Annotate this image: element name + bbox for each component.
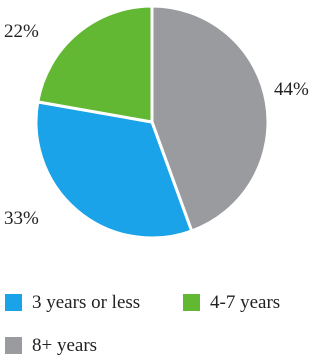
legend-item-8-plus-years: 8+ years <box>5 336 97 355</box>
legend-item-4-7-years: 4-7 years <box>183 293 280 312</box>
pie-slice-4-7-years <box>36 4 154 124</box>
legend-swatch-4-7-years <box>183 294 200 311</box>
legend-item-3-years-or-less: 3 years or less <box>5 293 140 312</box>
legend-swatch-8-plus-years <box>5 337 22 354</box>
legend-label-8-plus-years: 8+ years <box>32 335 98 356</box>
pie-slice-3-years-or-less <box>34 100 194 240</box>
slice-label-8-plus-years: 44% <box>274 79 309 100</box>
legend-label-3-years-or-less: 3 years or less <box>32 292 141 313</box>
legend-label-4-7-years: 4-7 years <box>210 292 281 313</box>
legend-swatch-3-years-or-less <box>5 294 22 311</box>
slice-label-3-years-or-less: 33% <box>4 208 39 229</box>
pie-slice-8-plus-years <box>150 4 270 233</box>
slice-label-4-7-years: 22% <box>4 21 39 42</box>
